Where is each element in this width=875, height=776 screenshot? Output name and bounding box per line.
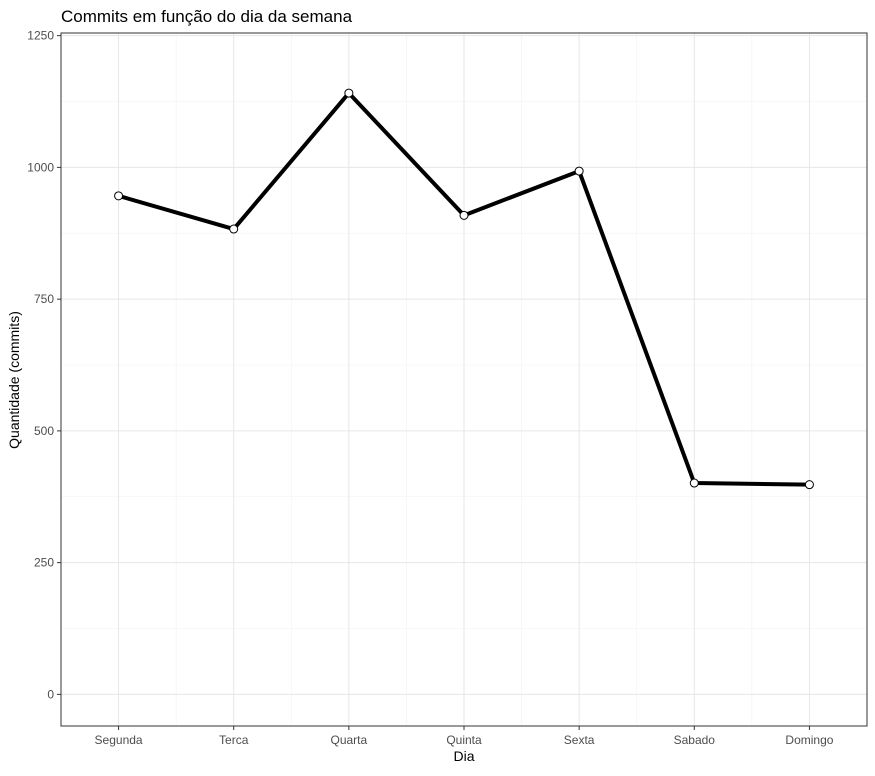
x-tick-label: Domingo <box>785 733 833 747</box>
x-tick-label: Segunda <box>95 733 143 747</box>
x-tick-label: Sabado <box>674 733 716 747</box>
x-tick-label: Quinta <box>446 733 482 747</box>
x-tick-label: Sexta <box>564 733 595 747</box>
x-tick-label: Terca <box>219 733 249 747</box>
data-point <box>229 224 239 234</box>
y-axis-title: Quantidade (commits) <box>6 311 22 449</box>
series-points <box>114 88 814 490</box>
data-point <box>344 88 354 98</box>
y-tick-label: 1250 <box>27 29 54 43</box>
x-axis-title: Dia <box>453 748 474 764</box>
y-tick-label: 1000 <box>27 160 54 174</box>
data-point <box>689 478 699 488</box>
y-tick-label: 0 <box>47 687 54 701</box>
data-point <box>574 166 584 176</box>
chart-title: Commits em função do dia da semana <box>61 7 353 26</box>
y-tick-label: 750 <box>34 292 54 306</box>
y-tick-label: 250 <box>34 556 54 570</box>
x-tick-label: Quarta <box>331 733 368 747</box>
data-point <box>114 191 124 201</box>
y-tick-label: 500 <box>34 424 54 438</box>
y-axis: 0 250 500 750 1000 1250 <box>27 29 61 701</box>
data-point <box>804 480 814 490</box>
x-axis: Segunda Terca Quarta Quinta Sexta Sabado Domin… <box>95 726 834 747</box>
grid <box>61 33 867 726</box>
data-point <box>459 210 469 220</box>
